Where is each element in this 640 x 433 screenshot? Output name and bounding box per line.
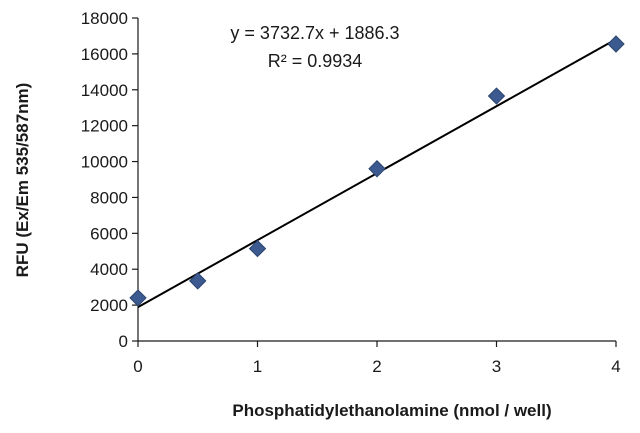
y-tick-label: 6000 [90, 224, 128, 243]
data-point [248, 239, 267, 258]
x-tick-label: 2 [372, 357, 381, 376]
y-tick-label: 8000 [90, 188, 128, 207]
x-axis-ticks: 0 1 2 3 4 [133, 341, 621, 376]
y-tick-label: 18000 [81, 9, 128, 28]
trendline-equation: y = 3732.7x + 1886.3 [230, 23, 399, 43]
data-point [368, 160, 386, 178]
x-tick-label: 3 [492, 357, 501, 376]
y-tick-label: 10000 [81, 153, 128, 172]
y-axis-ticks: 0 2000 4000 6000 8000 10000 12000 14000 16000 180… [81, 9, 138, 351]
y-tick-label: 2000 [90, 296, 128, 315]
x-tick-label: 0 [133, 357, 142, 376]
data-point [189, 272, 207, 290]
r-squared-label: R² = 0.9934 [268, 51, 363, 71]
data-point [487, 87, 506, 105]
y-tick-label: 16000 [81, 45, 128, 64]
y-tick-label: 4000 [90, 260, 128, 279]
x-tick-label: 1 [253, 357, 262, 376]
data-points [129, 35, 625, 307]
y-tick-label: 14000 [81, 81, 128, 100]
y-tick-label: 0 [119, 332, 128, 351]
data-point [607, 35, 625, 53]
data-point [129, 289, 147, 307]
y-tick-label: 12000 [81, 117, 128, 136]
x-tick-label: 4 [611, 357, 620, 376]
x-axis-title: Phosphatidylethanolamine (nmol / well) [232, 401, 551, 420]
y-axis-title: RFU (Ex/Em 535/587nm) [13, 83, 32, 278]
